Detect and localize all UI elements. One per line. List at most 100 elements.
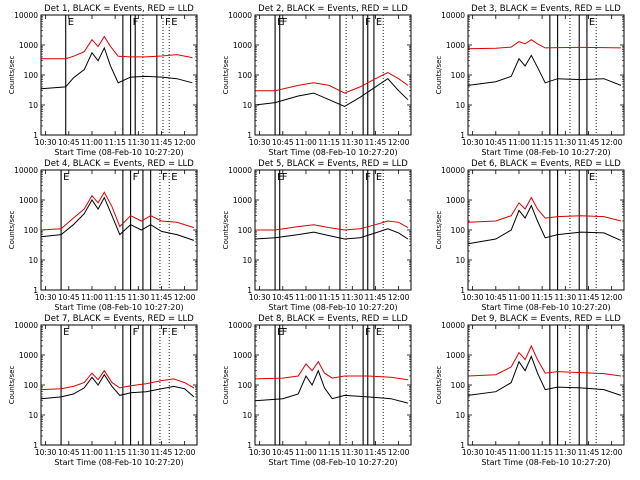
y-axis-label: Counts/sec <box>222 211 230 250</box>
y-tick-label: 100 <box>24 71 39 80</box>
x-tick-label: 10:30 <box>462 448 484 457</box>
events-series-line <box>468 355 622 396</box>
x-tick-label: 12:00 <box>174 448 196 457</box>
y-tick-label: 10000 <box>14 321 38 330</box>
y-tick-label: 10 <box>28 411 38 420</box>
y-tick-label: 1000 <box>446 196 465 205</box>
time-marker-label: E <box>63 172 69 183</box>
x-tick-label: 11:30 <box>341 448 363 457</box>
y-tick-label: 1000 <box>19 351 38 360</box>
panel-title: Det 1, BLACK = Events, RED = LLD <box>44 4 194 14</box>
x-tick-label: 10:45 <box>272 138 294 147</box>
x-tick-label: 10:30 <box>35 138 57 147</box>
x-tick-label: 11:15 <box>531 448 553 457</box>
x-tick-label: 10:45 <box>272 448 294 457</box>
x-tick-label: 12:00 <box>601 448 623 457</box>
x-tick-label: 10:45 <box>485 293 507 302</box>
x-tick-label: 11:45 <box>151 138 173 147</box>
x-tick-label: 11:00 <box>295 138 317 147</box>
events-series-line <box>41 46 193 90</box>
x-axis-label: Start Time (08-Feb-10 10:27:20) <box>54 458 183 467</box>
lld-series-line <box>255 360 408 381</box>
x-tick-label: 11:30 <box>554 448 576 457</box>
x-axis-label: Start Time (08-Feb-10 10:27:20) <box>481 148 610 157</box>
y-tick-label: 1 <box>247 131 252 140</box>
detector-panel: Det 9, BLACK = Events, RED = LLD 1 10 100 10… <box>435 314 625 467</box>
x-tick-label: 11:45 <box>578 293 600 302</box>
x-tick-label: 10:30 <box>249 448 271 457</box>
y-axis-label: Counts/sec <box>435 211 443 250</box>
x-tick-label: 12:00 <box>388 138 410 147</box>
y-tick-label: 10000 <box>228 11 252 20</box>
y-tick-label: 1 <box>247 286 252 295</box>
x-tick-label: 11:30 <box>127 293 149 302</box>
x-tick-label: 11:15 <box>104 293 126 302</box>
detector-panel: Det 8, BLACK = Events, RED = LLD 1 10 100 10… <box>222 314 412 467</box>
detector-panel: Det 3, BLACK = Events, RED = LLD 1 10 100 10… <box>435 4 625 157</box>
y-tick-label: 1 <box>33 441 38 450</box>
time-marker-label: E <box>376 172 382 183</box>
panel-title: Det 5, BLACK = Events, RED = LLD <box>258 159 408 169</box>
y-tick-label: 1000 <box>446 41 465 50</box>
x-tick-label: 11:15 <box>318 448 340 457</box>
time-marker-label: E <box>171 17 177 28</box>
time-marker-label: F <box>133 172 139 183</box>
x-tick-label: 11:00 <box>295 293 317 302</box>
y-tick-label: 1000 <box>19 196 38 205</box>
x-tick-label: 11:15 <box>104 448 126 457</box>
y-tick-label: 10 <box>242 101 252 110</box>
y-tick-label: 10000 <box>14 166 38 175</box>
time-marker-label: E <box>589 17 595 28</box>
time-marker-label: F <box>282 17 288 28</box>
y-tick-label: 1 <box>460 286 465 295</box>
time-marker-label: E <box>376 327 382 338</box>
events-series-line <box>255 78 409 107</box>
y-tick-label: 10 <box>242 256 252 265</box>
x-tick-label: 11:30 <box>341 138 363 147</box>
detector-panel: Det 2, BLACK = Events, RED = LLD 1 10 100 10… <box>222 4 412 157</box>
time-marker-label: E <box>171 172 177 183</box>
time-marker-label: F <box>282 172 288 183</box>
time-marker-label: E <box>68 17 74 28</box>
x-tick-label: 10:45 <box>58 138 80 147</box>
y-tick-label: 100 <box>238 381 253 390</box>
time-marker-label: E <box>171 327 177 338</box>
y-axis-label: Counts/sec <box>8 366 16 405</box>
lld-series-line <box>41 369 195 391</box>
y-tick-label: 1 <box>247 441 252 450</box>
x-tick-label: 11:30 <box>127 138 149 147</box>
panel-title: Det 7, BLACK = Events, RED = LLD <box>44 314 194 324</box>
y-tick-label: 10000 <box>441 321 465 330</box>
x-tick-label: 12:00 <box>388 448 410 457</box>
events-series-line <box>41 196 195 241</box>
x-axis-label: Start Time (08-Feb-10 10:27:20) <box>481 303 610 312</box>
x-tick-label: 11:30 <box>127 448 149 457</box>
x-tick-label: 11:00 <box>81 138 103 147</box>
detector-panel: Det 7, BLACK = Events, RED = LLD 1 10 100 10… <box>8 314 198 467</box>
events-series-line <box>468 204 622 245</box>
y-tick-label: 1000 <box>233 196 252 205</box>
x-tick-label: 11:30 <box>554 293 576 302</box>
y-axis-label: Counts/sec <box>8 211 16 250</box>
x-tick-label: 11:30 <box>341 293 363 302</box>
x-tick-label: 10:45 <box>58 448 80 457</box>
x-tick-label: 11:45 <box>151 293 173 302</box>
x-tick-label: 11:15 <box>531 293 553 302</box>
x-tick-label: 10:30 <box>462 138 484 147</box>
x-tick-label: 11:15 <box>318 293 340 302</box>
panel-title: Det 8, BLACK = Events, RED = LLD <box>258 314 408 324</box>
y-tick-label: 100 <box>24 226 39 235</box>
plot-frame <box>467 14 625 136</box>
x-tick-label: 11:45 <box>365 293 387 302</box>
panel-title: Det 6, BLACK = Events, RED = LLD <box>471 159 621 169</box>
x-tick-label: 12:00 <box>174 138 196 147</box>
time-marker-label: F <box>162 327 168 338</box>
x-tick-label: 12:00 <box>388 293 410 302</box>
lld-series-line <box>468 344 621 377</box>
y-tick-label: 100 <box>238 71 253 80</box>
y-axis-label: Counts/sec <box>8 56 16 95</box>
x-tick-label: 11:00 <box>81 448 103 457</box>
x-tick-label: 12:00 <box>601 293 623 302</box>
x-tick-label: 10:30 <box>249 293 271 302</box>
x-tick-label: 10:30 <box>35 293 57 302</box>
